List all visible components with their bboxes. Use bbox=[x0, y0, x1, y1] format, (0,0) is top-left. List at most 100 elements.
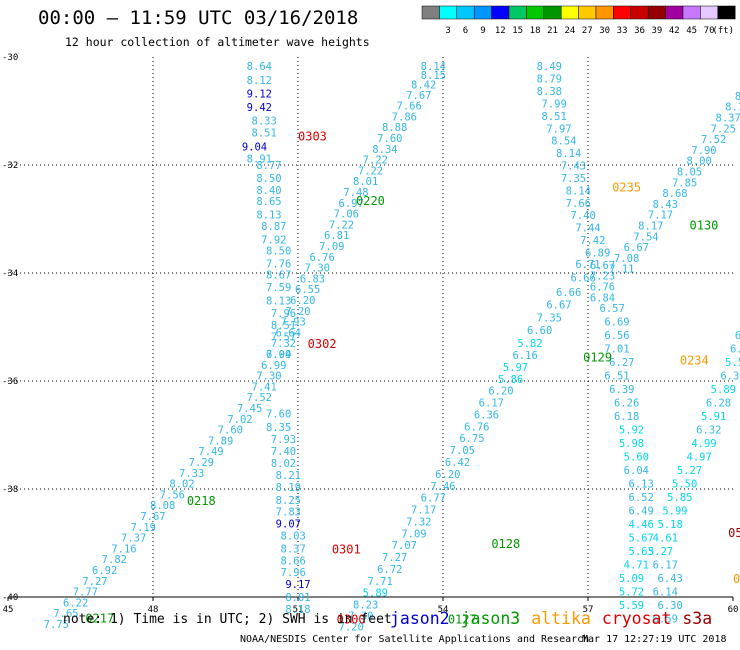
wave-height-value: 4.61 bbox=[653, 533, 678, 545]
wave-height-value: 8.54 bbox=[551, 136, 576, 148]
wave-height-value: 7.96 bbox=[271, 308, 296, 320]
wave-height-value: 8.01 bbox=[353, 176, 378, 188]
wave-height-value: 7.17 bbox=[648, 210, 673, 222]
wave-height-value: 8.50 bbox=[266, 245, 291, 257]
wave-height-value: 6.49 bbox=[629, 506, 654, 518]
wave-height-value: 7.77 bbox=[73, 587, 98, 599]
wave-height-value: 8.91 bbox=[247, 154, 272, 166]
wave-height-value: 7.46 bbox=[430, 481, 455, 493]
wave-height-value: 7.40 bbox=[571, 210, 596, 222]
wave-height-value: 6.27 bbox=[609, 357, 634, 369]
colorbar-label: 24 bbox=[564, 26, 575, 36]
wave-height-value: 8.13 bbox=[266, 296, 291, 308]
wave-height-value: 6.30 bbox=[658, 600, 683, 612]
pass-time-label: 0220 bbox=[356, 194, 385, 208]
colorbar-label: 42 bbox=[669, 26, 680, 36]
wave-height-value: 9.42 bbox=[247, 102, 272, 114]
wave-height-value: 8.67 bbox=[266, 270, 291, 282]
wave-height-value: 6.66 bbox=[571, 272, 596, 284]
wave-height-value: 8.88 bbox=[382, 122, 407, 134]
wave-height-value: 7.09 bbox=[401, 528, 426, 540]
wave-height-value: 7.66 bbox=[566, 198, 591, 210]
wave-height-value: 7.48 bbox=[343, 187, 368, 199]
wave-height-value: 7.71 bbox=[368, 576, 393, 588]
wave-height-value: 7.93 bbox=[271, 434, 296, 446]
colorbar-swatch bbox=[700, 5, 719, 20]
wave-height-value: 8.18 bbox=[285, 604, 310, 616]
satellite-track: 0539 bbox=[728, 526, 740, 540]
wave-height-value: 7.22 bbox=[363, 155, 388, 167]
wave-height-value: 8.14 bbox=[556, 148, 581, 160]
wave-height-value: 7.83 bbox=[276, 507, 301, 519]
wave-height-value: 6.13 bbox=[629, 479, 654, 491]
wave-height-value: 8.02 bbox=[271, 458, 296, 470]
wave-height-value: 6.18 bbox=[614, 411, 639, 423]
pass-time-label: 0301 bbox=[332, 542, 361, 556]
wave-height-value: 6.75 bbox=[459, 433, 484, 445]
wave-height-value: 6.92 bbox=[92, 565, 117, 577]
pass-time-label: 0234 bbox=[680, 353, 709, 367]
pass-time-label: 0303 bbox=[298, 129, 327, 143]
satellite-track: 0218 bbox=[187, 494, 216, 508]
wave-height-value: 6.99 bbox=[266, 349, 291, 361]
wave-height-value: 7.04 bbox=[266, 349, 291, 361]
colorbar-label: 39 bbox=[651, 26, 662, 36]
wave-height-value: 7.76 bbox=[266, 258, 291, 270]
satellite-legend-item: jason3 bbox=[460, 609, 521, 628]
satellite-legend: jason2 jason3 altika cryosat s3a bbox=[390, 609, 723, 628]
wave-height-value: 6.76 bbox=[590, 282, 615, 294]
wave-height-value: 8.33 bbox=[252, 116, 277, 128]
wave-height-value: 8.14 bbox=[566, 185, 591, 197]
wave-height-value: 7.97 bbox=[546, 123, 571, 135]
colorbar-label: 21 bbox=[547, 26, 558, 36]
wave-height-value: 7.08 bbox=[614, 253, 639, 265]
wave-height-value: 7.25 bbox=[711, 123, 736, 135]
y-tick-label: -30 bbox=[2, 53, 18, 63]
wave-height-value: 6.84 bbox=[590, 292, 615, 304]
wave-height-value: 5.67 bbox=[629, 533, 654, 545]
satellite-track: 6.716.666.666.677.356.605.826.165.975.86… bbox=[339, 259, 601, 634]
wave-height-value: 8.00 bbox=[687, 156, 712, 168]
wave-height-value: 8.38 bbox=[537, 86, 562, 98]
pass-time-label: 0127 bbox=[448, 613, 477, 627]
colorbar-label: 33 bbox=[617, 26, 628, 36]
wave-height-value: 6.16 bbox=[513, 350, 538, 362]
x-tick-label: 54 bbox=[438, 605, 449, 615]
wave-height-value: 7.44 bbox=[575, 223, 600, 235]
satellite-track: 8.498.798.387.998.517.978.548.147.437.35… bbox=[537, 61, 654, 612]
colorbar-label: 70 bbox=[704, 26, 715, 36]
wave-height-value: 6.52 bbox=[629, 492, 654, 504]
wave-height-value: 6.39 bbox=[609, 384, 634, 396]
satellite-legend-item: jason2 bbox=[390, 609, 450, 628]
wave-height-value: 8.17 bbox=[638, 220, 663, 232]
wave-height-value: 8.42 bbox=[411, 80, 436, 92]
wave-height-value: 8.43 bbox=[653, 199, 678, 211]
wave-height-value: 6.24 bbox=[730, 344, 740, 356]
wave-height-value: 7.75 bbox=[44, 619, 69, 631]
wave-height-value: 8.15 bbox=[421, 70, 446, 82]
wave-height-value: 7.27 bbox=[382, 552, 407, 564]
pass-time-label: 0235 bbox=[612, 181, 641, 195]
wave-height-value: 8.77 bbox=[256, 160, 281, 172]
wave-height-value: 6.72 bbox=[377, 564, 402, 576]
wave-height-value: 6.67 bbox=[624, 242, 649, 254]
wave-height-value: 7.35 bbox=[561, 173, 586, 185]
wave-height-value: 7.20 bbox=[339, 622, 364, 634]
wave-height-value: 6.17 bbox=[479, 398, 504, 410]
wave-height-value: 7.01 bbox=[604, 344, 629, 356]
wave-height-value: 8.37 bbox=[716, 112, 740, 124]
wave-height-value: 7.45 bbox=[237, 403, 262, 415]
wave-height-value: 7.42 bbox=[580, 235, 605, 247]
wave-height-value: 7.07 bbox=[392, 540, 417, 552]
wave-height-value: 6.67 bbox=[546, 299, 571, 311]
wave-height-value: 7.41 bbox=[252, 381, 277, 393]
y-tick-label: -34 bbox=[2, 269, 18, 279]
wave-height-value: 7.17 bbox=[411, 505, 436, 517]
wave-height-value: 6.04 bbox=[624, 465, 649, 477]
wave-height-value: 7.60 bbox=[218, 425, 243, 437]
wave-height-value: 7.52 bbox=[247, 392, 272, 404]
wave-height-value: 7.30 bbox=[256, 371, 281, 383]
wave-height-value: 8.19 bbox=[276, 482, 301, 494]
